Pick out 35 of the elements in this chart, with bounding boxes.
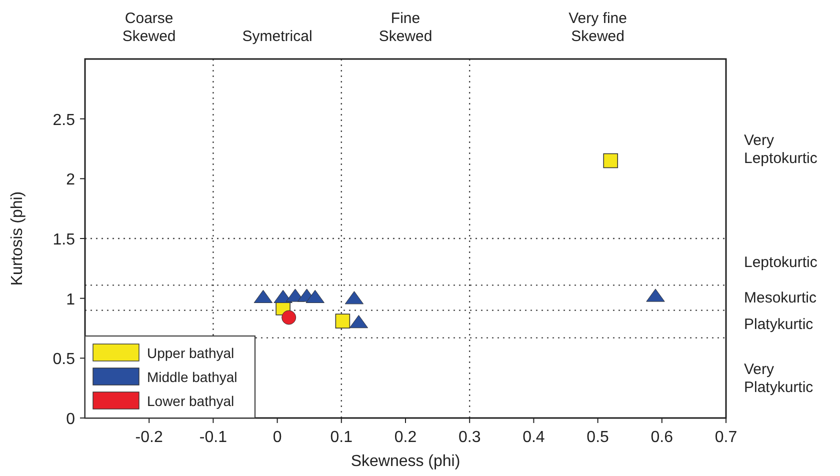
x-tick-label: 0.1 [330, 429, 353, 446]
y-axis-title: Kurtosis (phi) [9, 191, 26, 286]
point [282, 310, 296, 325]
point [306, 290, 324, 303]
text: Very Leptokurtic [744, 132, 818, 167]
point [646, 288, 665, 302]
point [335, 314, 350, 328]
text: Fine Skewed [378, 10, 432, 45]
text: Leptokurtic [744, 254, 818, 271]
text: Very Platykurtic [744, 360, 814, 396]
y-tick-label: 1.5 [52, 232, 76, 248]
x-tick-label: 0.3 [458, 429, 481, 446]
x-tick-label: 0.2 [394, 429, 417, 446]
x-tick-label: -0.1 [199, 429, 228, 446]
x-tick-label: 0.5 [586, 429, 610, 446]
legend-label: Middle bathyal [147, 369, 238, 385]
y-tick-label: 0 [66, 411, 76, 428]
x-axis-title: Skewness (phi) [350, 453, 460, 470]
x-tick-label: 0 [272, 429, 282, 446]
text: Mesokurtic [744, 290, 818, 307]
x-tick-label: 0.7 [714, 429, 738, 446]
y-tick-label: 1 [66, 291, 76, 308]
y-tick-label: 0.5 [52, 351, 76, 368]
point [603, 153, 618, 168]
legend-label: Upper bathyal [147, 345, 234, 361]
y-tick-label: 2 [66, 172, 76, 189]
x-tick-label: 0.6 [650, 429, 674, 446]
y-tick-label: 2.5 [52, 112, 76, 129]
text: Platykurtic [744, 316, 814, 334]
legend-label: Lower bathyal [147, 393, 234, 409]
text: Very fine Skewed [568, 10, 627, 45]
x-tick-label: 0.4 [522, 429, 545, 446]
x-tick-label: -0.2 [135, 429, 163, 446]
text: Symetrical [242, 28, 312, 45]
text: Coarse Skewed [122, 10, 176, 45]
